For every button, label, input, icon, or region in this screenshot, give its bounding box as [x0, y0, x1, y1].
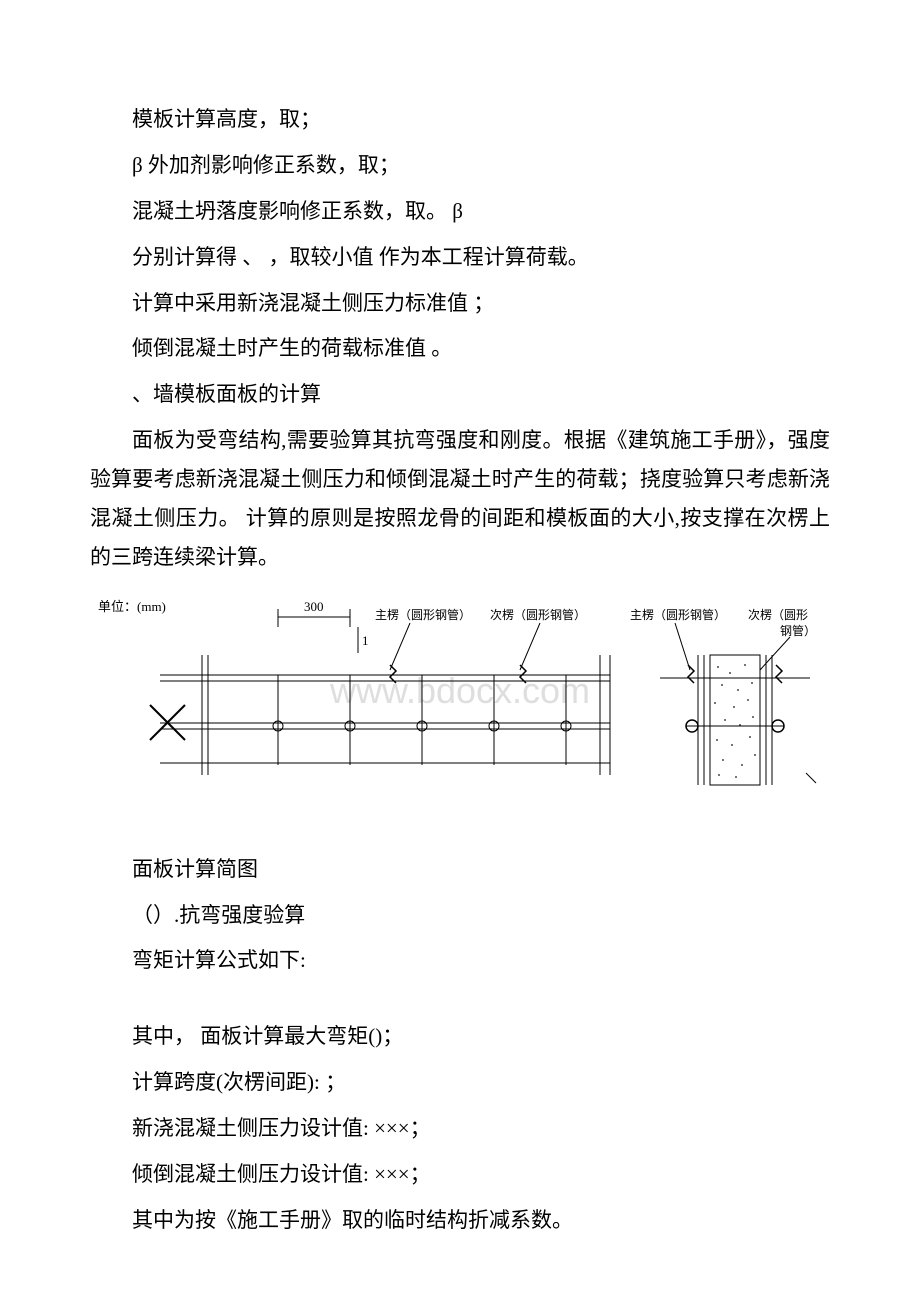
- diagram-svg: www.bdocx.com 单位：(mm) 300 主楞（圆形钢管） 次楞（圆形…: [90, 595, 830, 795]
- section-view: [660, 655, 816, 785]
- line-reduction-coeff: 其中为按《施工手册》取的临时结构折减系数。: [90, 1201, 830, 1241]
- line-pour-pressure: 倾倒混凝土侧压力设计值: ×××；: [90, 1155, 830, 1195]
- svg-text:300: 300: [304, 599, 324, 614]
- subsection-bending: （）.抗弯强度验算: [90, 896, 830, 936]
- line-moment-formula: 弯矩计算公式如下:: [90, 941, 830, 981]
- line-pour-load: 倾倒混凝土时产生的荷载标准值 。: [90, 329, 830, 369]
- line-beta-additive: β 外加剂影响修正系数，取；: [90, 146, 830, 186]
- diagram-unit-label: 单位：(mm): [98, 599, 166, 614]
- caption-panel-diagram: 面板计算简图: [90, 850, 830, 890]
- line-calc-min: 分别计算得 、 ，取较小值 作为本工程计算荷载。: [90, 238, 830, 278]
- line-fresh-pressure: 新浇混凝土侧压力设计值: ×××；: [90, 1109, 830, 1149]
- dim-1: 1: [358, 627, 369, 653]
- label-sub-leng-2: 次楞（圆形: [748, 607, 808, 622]
- panel-diagram: www.bdocx.com 单位：(mm) 300 主楞（圆形钢管） 次楞（圆形…: [90, 595, 830, 800]
- line-pressure-std: 计算中采用新浇混凝土侧压力标准值 ；: [90, 284, 830, 324]
- watermark-text: www.bdocx.com: [329, 670, 590, 711]
- label-main-leng-2: 主楞（圆形钢管）: [630, 607, 726, 622]
- line-span: 计算跨度(次楞间距): ；: [90, 1063, 830, 1103]
- dim-300: 300: [278, 599, 350, 627]
- svg-text:1: 1: [362, 633, 369, 648]
- line-slump-coeff: 混凝土坍落度影响修正系数，取。 β: [90, 192, 830, 232]
- section-wall-panel: 、墙模板面板的计算: [90, 375, 830, 415]
- line-template-height: 模板计算高度，取；: [90, 100, 830, 140]
- paragraph-panel-desc: 面板为受弯结构,需要验算其抗弯强度和刚度。根据《建筑施工手册》，强度验算要考虑新…: [90, 421, 830, 576]
- label-sub-leng-1: 次楞（圆形钢管）: [490, 607, 586, 622]
- label-main-leng-1: 主楞（圆形钢管）: [375, 607, 471, 622]
- label-sub-leng-2b: 钢管）: [780, 623, 816, 638]
- line-max-moment: 其中， 面板计算最大弯矩()；: [90, 1017, 830, 1057]
